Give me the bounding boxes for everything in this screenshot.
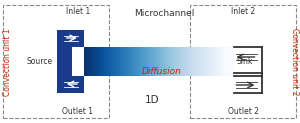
Text: Outlet 2: Outlet 2: [228, 107, 259, 116]
Text: Inlet 2: Inlet 2: [231, 7, 256, 16]
Text: Diffusion: Diffusion: [142, 68, 182, 77]
Bar: [57, 30, 84, 47]
Text: 1D: 1D: [144, 95, 159, 105]
Text: Convection unit 2: Convection unit 2: [290, 28, 299, 96]
Text: Convection unit 1: Convection unit 1: [4, 28, 13, 96]
Bar: [57, 30, 72, 93]
Bar: [190, 5, 296, 118]
Text: Sink: Sink: [236, 56, 253, 66]
Text: Microchannel: Microchannel: [134, 9, 195, 18]
Text: Source: Source: [27, 56, 53, 66]
Text: Inlet 1: Inlet 1: [66, 7, 90, 16]
Bar: [3, 5, 109, 118]
Bar: [57, 76, 84, 93]
Text: Outlet 1: Outlet 1: [62, 107, 93, 116]
